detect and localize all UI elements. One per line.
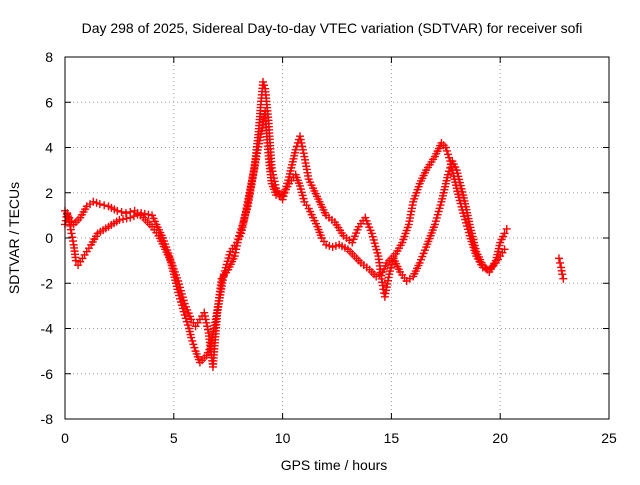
data-point-interp xyxy=(232,245,241,254)
data-points xyxy=(61,77,568,371)
chart-title: Day 298 of 2025, Sidereal Day-to-day VTE… xyxy=(82,20,583,36)
data-point-interp xyxy=(190,343,199,352)
x-tick-label: 20 xyxy=(492,430,508,446)
data-point-interp xyxy=(122,214,131,223)
data-point-interp xyxy=(268,167,277,176)
data-point-interp xyxy=(298,142,307,151)
y-tick-label: 8 xyxy=(45,49,53,65)
data-point xyxy=(441,143,450,152)
data-point xyxy=(558,270,567,279)
data-point xyxy=(71,256,80,265)
grid-lines xyxy=(65,57,609,419)
y-tick-label: 4 xyxy=(45,140,53,156)
series-secondary-track xyxy=(61,77,511,371)
data-point xyxy=(113,206,122,215)
data-point-interp xyxy=(231,248,240,257)
data-point xyxy=(95,200,104,209)
y-axis-label: SDTVAR / TECUs xyxy=(6,182,22,294)
x-axis-label: GPS time / hours xyxy=(281,457,388,473)
y-tick-label: 6 xyxy=(45,94,53,110)
data-point-interp xyxy=(182,317,191,326)
data-point-interp xyxy=(100,201,109,210)
data-point-interp xyxy=(66,225,75,234)
data-point-interp xyxy=(144,210,153,219)
data-point xyxy=(559,274,568,283)
x-axis-ticks: 0 5 10 15 20 25 xyxy=(61,57,617,446)
data-point xyxy=(556,258,565,267)
y-tick-label: 0 xyxy=(45,230,53,246)
data-point xyxy=(230,252,239,261)
data-point-interp xyxy=(442,146,451,155)
data-point xyxy=(378,281,387,290)
data-point-interp xyxy=(299,149,308,158)
data-point-interp xyxy=(296,135,305,144)
data-point-interp xyxy=(66,221,75,230)
data-point-interp xyxy=(203,325,212,334)
data-point-interp xyxy=(188,336,197,345)
data-point-interp xyxy=(298,145,307,154)
data-point xyxy=(200,308,209,317)
data-point-interp xyxy=(270,177,279,186)
data-point xyxy=(267,163,276,172)
x-tick-label: 15 xyxy=(384,430,400,446)
data-point-interp xyxy=(140,209,149,218)
data-point-interp xyxy=(445,167,454,176)
data-point-interp xyxy=(271,180,280,189)
data-point-interp xyxy=(183,321,192,330)
x-tick-label: 10 xyxy=(275,430,291,446)
data-point xyxy=(443,170,452,179)
data-point-interp xyxy=(297,138,306,147)
y-tick-label: -4 xyxy=(41,321,54,337)
data-point-interp xyxy=(201,315,210,324)
data-point xyxy=(115,215,124,224)
data-point xyxy=(259,77,268,86)
y-tick-label: -8 xyxy=(41,411,54,427)
y-tick-label: -2 xyxy=(41,275,54,291)
data-point xyxy=(291,145,300,154)
data-point xyxy=(67,229,76,238)
data-point-interp xyxy=(269,174,278,183)
data-point-interp xyxy=(126,207,135,216)
y-tick-label: 2 xyxy=(45,185,53,201)
data-point-interp xyxy=(68,233,77,242)
y-tick-label: -6 xyxy=(41,366,54,382)
y-axis-ticks: -8 -6 -4 -2 0 2 4 6 8 xyxy=(41,49,609,427)
data-point-interp xyxy=(68,237,77,246)
data-point xyxy=(554,254,563,263)
data-point-interp xyxy=(119,215,128,224)
data-point xyxy=(296,132,305,141)
data-point-interp xyxy=(446,163,455,172)
data-point-interp xyxy=(181,314,190,323)
data-point-interp xyxy=(203,322,212,331)
data-point-interp xyxy=(269,170,278,179)
data-point-interp xyxy=(260,81,269,90)
data-point-interp xyxy=(200,312,209,321)
data-point xyxy=(180,310,189,319)
data-point xyxy=(500,245,509,254)
data-point-interp xyxy=(443,150,452,159)
data-point-interp xyxy=(202,318,211,327)
data-point xyxy=(187,333,196,342)
x-tick-label: 25 xyxy=(601,430,617,446)
data-point xyxy=(500,229,509,238)
series-late-segment xyxy=(554,254,568,283)
x-tick-label: 5 xyxy=(170,430,178,446)
data-point-interp xyxy=(117,207,126,216)
x-tick-label: 0 xyxy=(61,430,69,446)
data-point xyxy=(121,209,130,218)
data-point-interp xyxy=(189,340,198,349)
data-point xyxy=(502,224,511,233)
